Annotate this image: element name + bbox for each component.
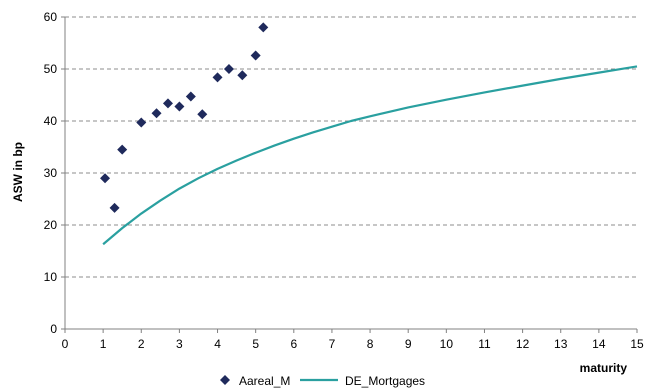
aareal-m-point [237,70,248,81]
gridlines [65,16,637,278]
y-tick-label: 60 [44,10,58,24]
x-tick-label: 9 [405,337,412,351]
x-tick-labels: 0 1 2 3 4 5 6 7 8 9 10 11 12 13 14 15 [62,337,644,351]
y-tick-label: 10 [44,270,58,284]
aareal-m-point [250,50,261,61]
x-tick-label: 5 [252,337,259,351]
x-tick-label: 15 [630,337,644,351]
x-tick-label: 13 [554,337,568,351]
y-tick-label: 50 [44,62,58,76]
aareal-m-point [212,72,223,83]
y-tick-labels: 0 10 20 30 40 50 60 [44,10,58,336]
x-tick-label: 0 [62,337,69,351]
x-tick-label: 10 [440,337,454,351]
x-tick-label: 1 [100,337,107,351]
aareal-m-point [162,98,173,109]
axes [61,16,638,333]
x-tick-label: 11 [478,337,491,351]
aareal-m-point [258,22,269,33]
aareal-m-point [197,109,208,120]
y-tick-label: 20 [44,218,58,232]
x-tick-label: 3 [176,337,183,351]
legend-marker-aareal-m [220,375,230,385]
series-aareal-m [100,22,269,213]
x-tick-label: 7 [329,337,336,351]
x-tick-label: 8 [367,337,374,351]
x-tick-label: 2 [138,337,145,351]
series-de-mortgages [102,65,638,246]
legend: Aareal_M DE_Mortgages [220,374,425,388]
de-mortgages-line [102,65,638,246]
legend-label-de-mortgages: DE_Mortgages [345,374,425,388]
x-tick-label: 6 [290,337,297,351]
aareal-m-point [185,91,196,102]
aareal-m-point [151,108,162,119]
x-tick-label: 12 [516,337,530,351]
aareal-m-point [100,173,111,184]
x-axis-title: maturity [580,361,628,375]
y-tick-label: 30 [44,166,58,180]
y-tick-label: 0 [50,322,57,336]
y-tick-label: 40 [44,114,58,128]
y-axis-title: ASW in bp [11,142,25,202]
aareal-m-point [136,117,147,128]
aareal-m-point [223,64,234,74]
aareal-m-point [174,101,185,112]
x-tick-label: 14 [592,337,606,351]
aareal-m-point [117,144,128,155]
legend-label-aareal-m: Aareal_M [239,374,290,388]
aareal-m-point [109,202,120,213]
x-tick-label: 4 [214,337,221,351]
